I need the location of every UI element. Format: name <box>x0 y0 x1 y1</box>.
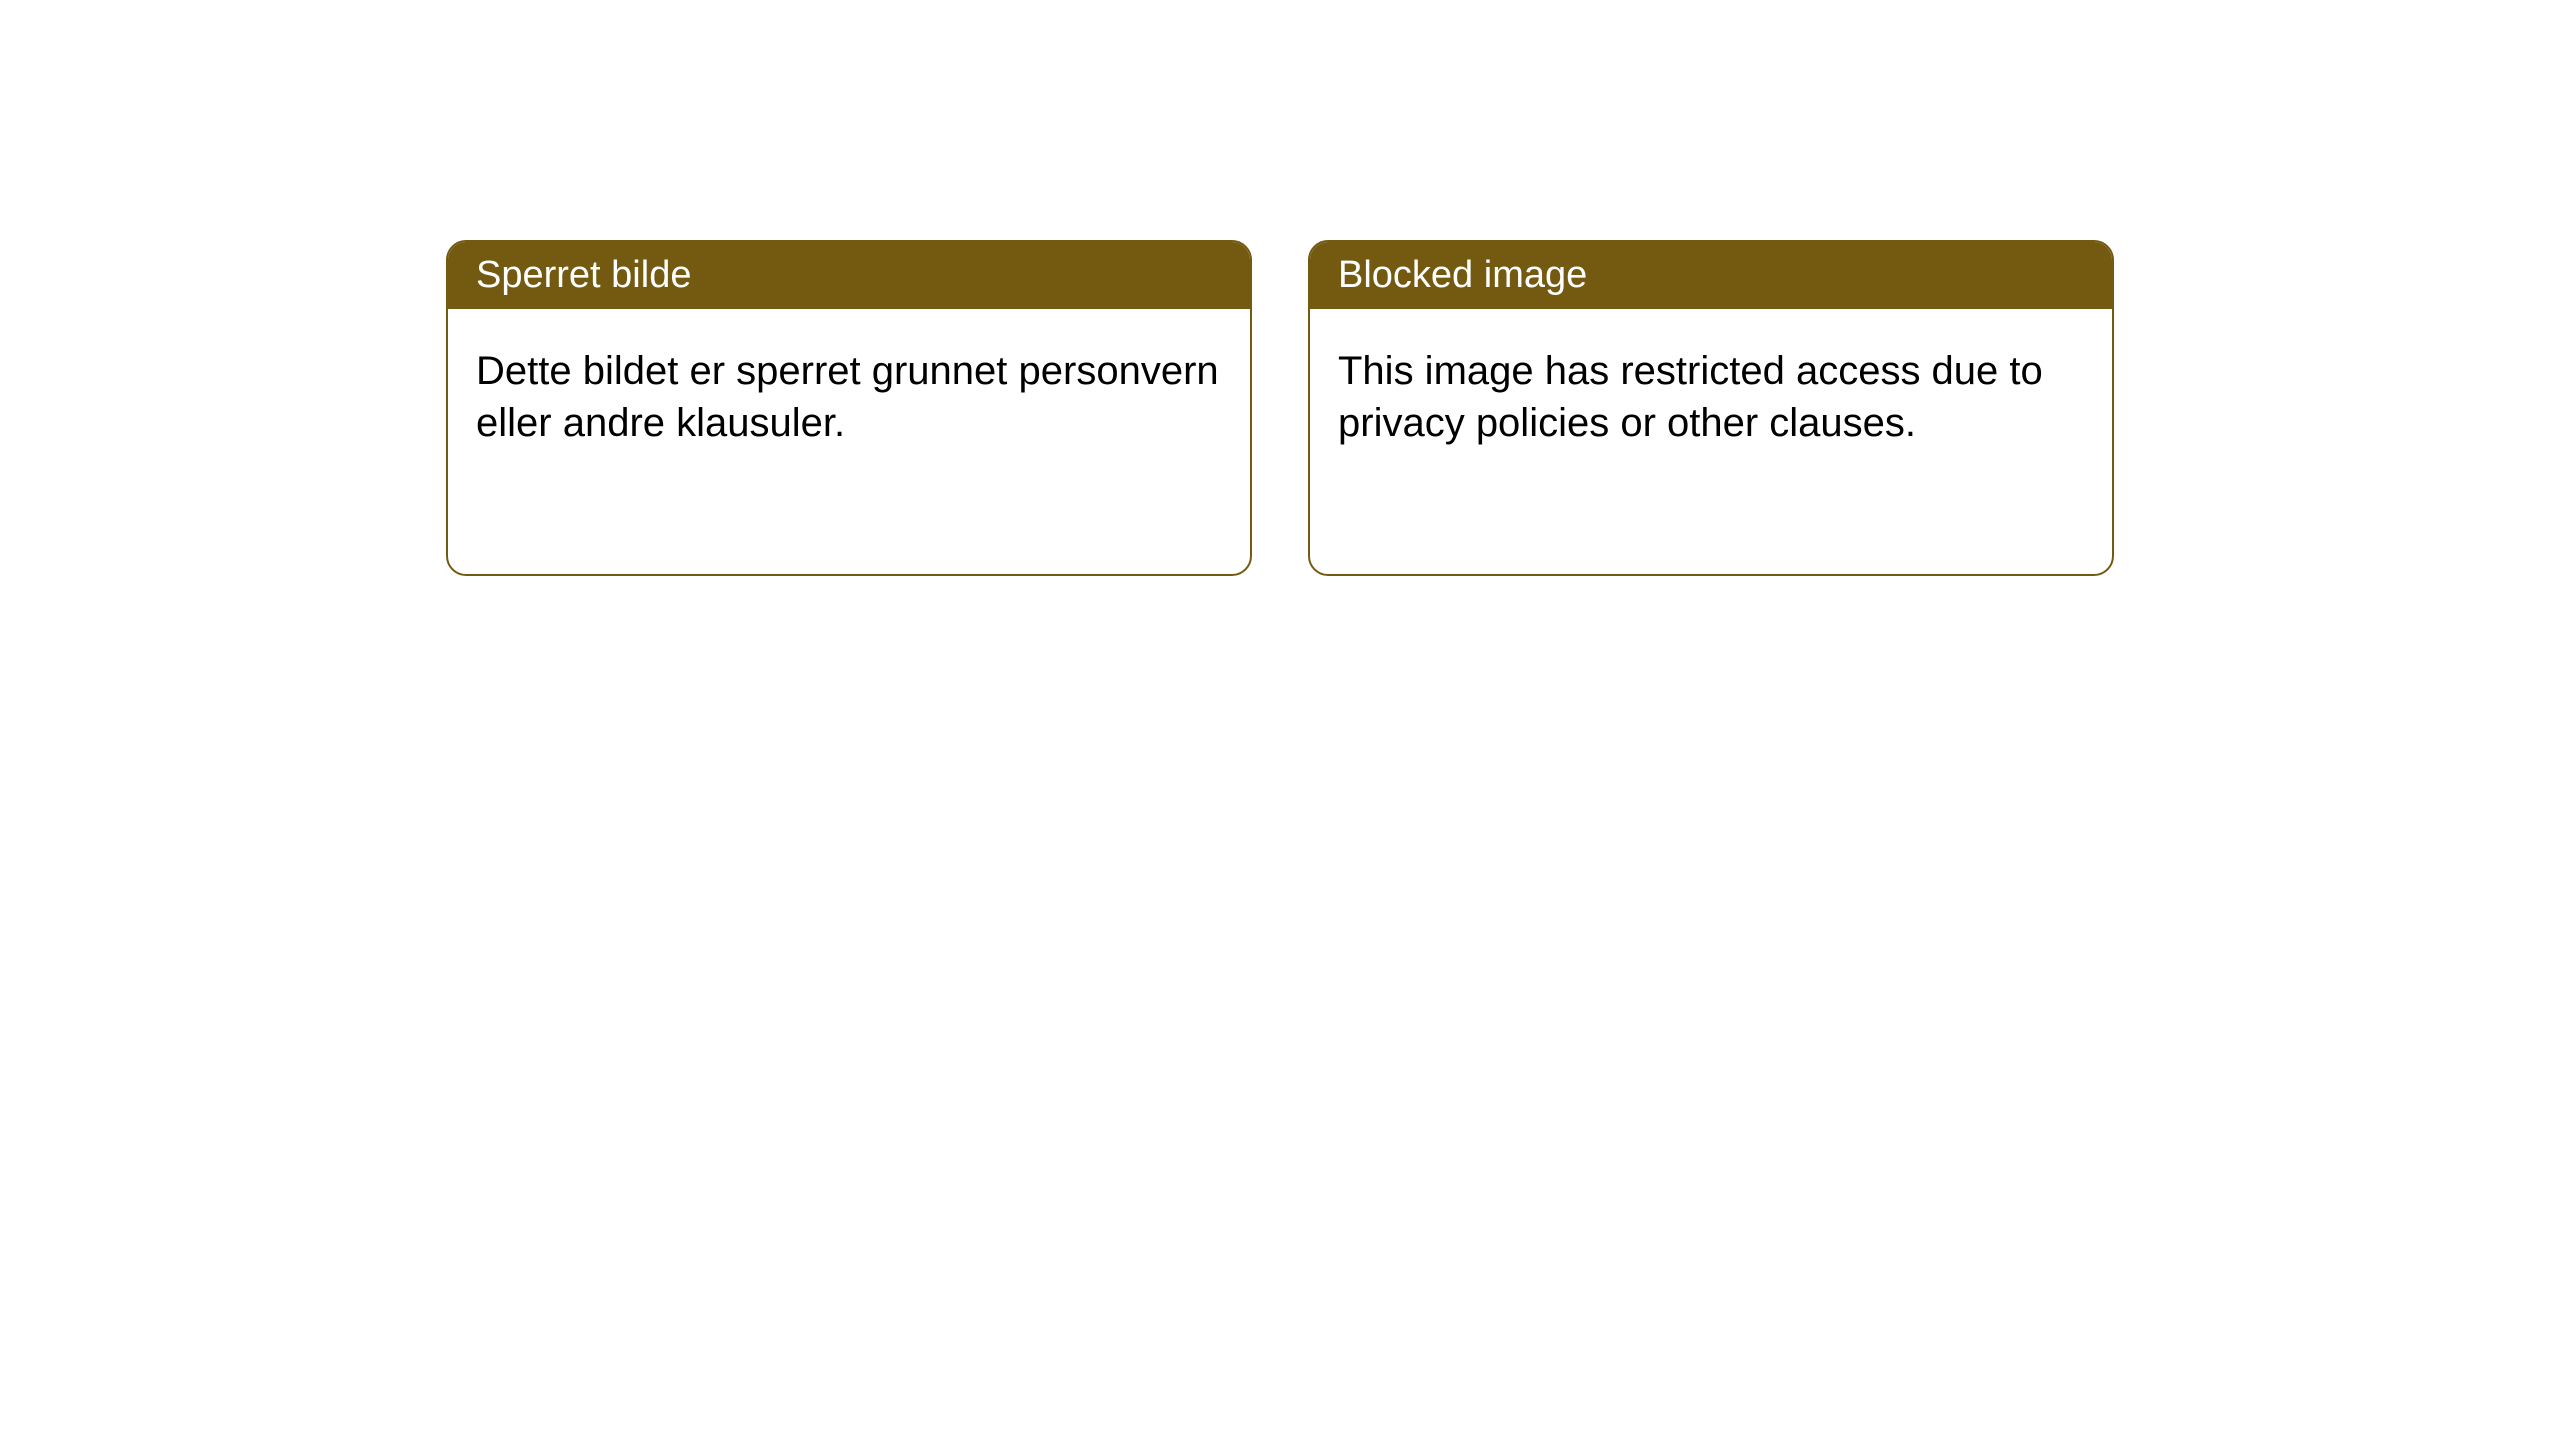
notice-title: Sperret bilde <box>476 254 691 296</box>
notice-header: Blocked image <box>1310 242 2112 309</box>
notice-body: Dette bildet er sperret grunnet personve… <box>448 309 1250 485</box>
notice-title: Blocked image <box>1338 254 1587 296</box>
notice-card-english: Blocked image This image has restricted … <box>1308 240 2114 576</box>
notice-header: Sperret bilde <box>448 242 1250 309</box>
notice-message: This image has restricted access due to … <box>1338 349 2043 445</box>
notice-body: This image has restricted access due to … <box>1310 309 2112 485</box>
notice-container: Sperret bilde Dette bildet er sperret gr… <box>0 0 2560 576</box>
notice-message: Dette bildet er sperret grunnet personve… <box>476 349 1219 445</box>
notice-card-norwegian: Sperret bilde Dette bildet er sperret gr… <box>446 240 1252 576</box>
